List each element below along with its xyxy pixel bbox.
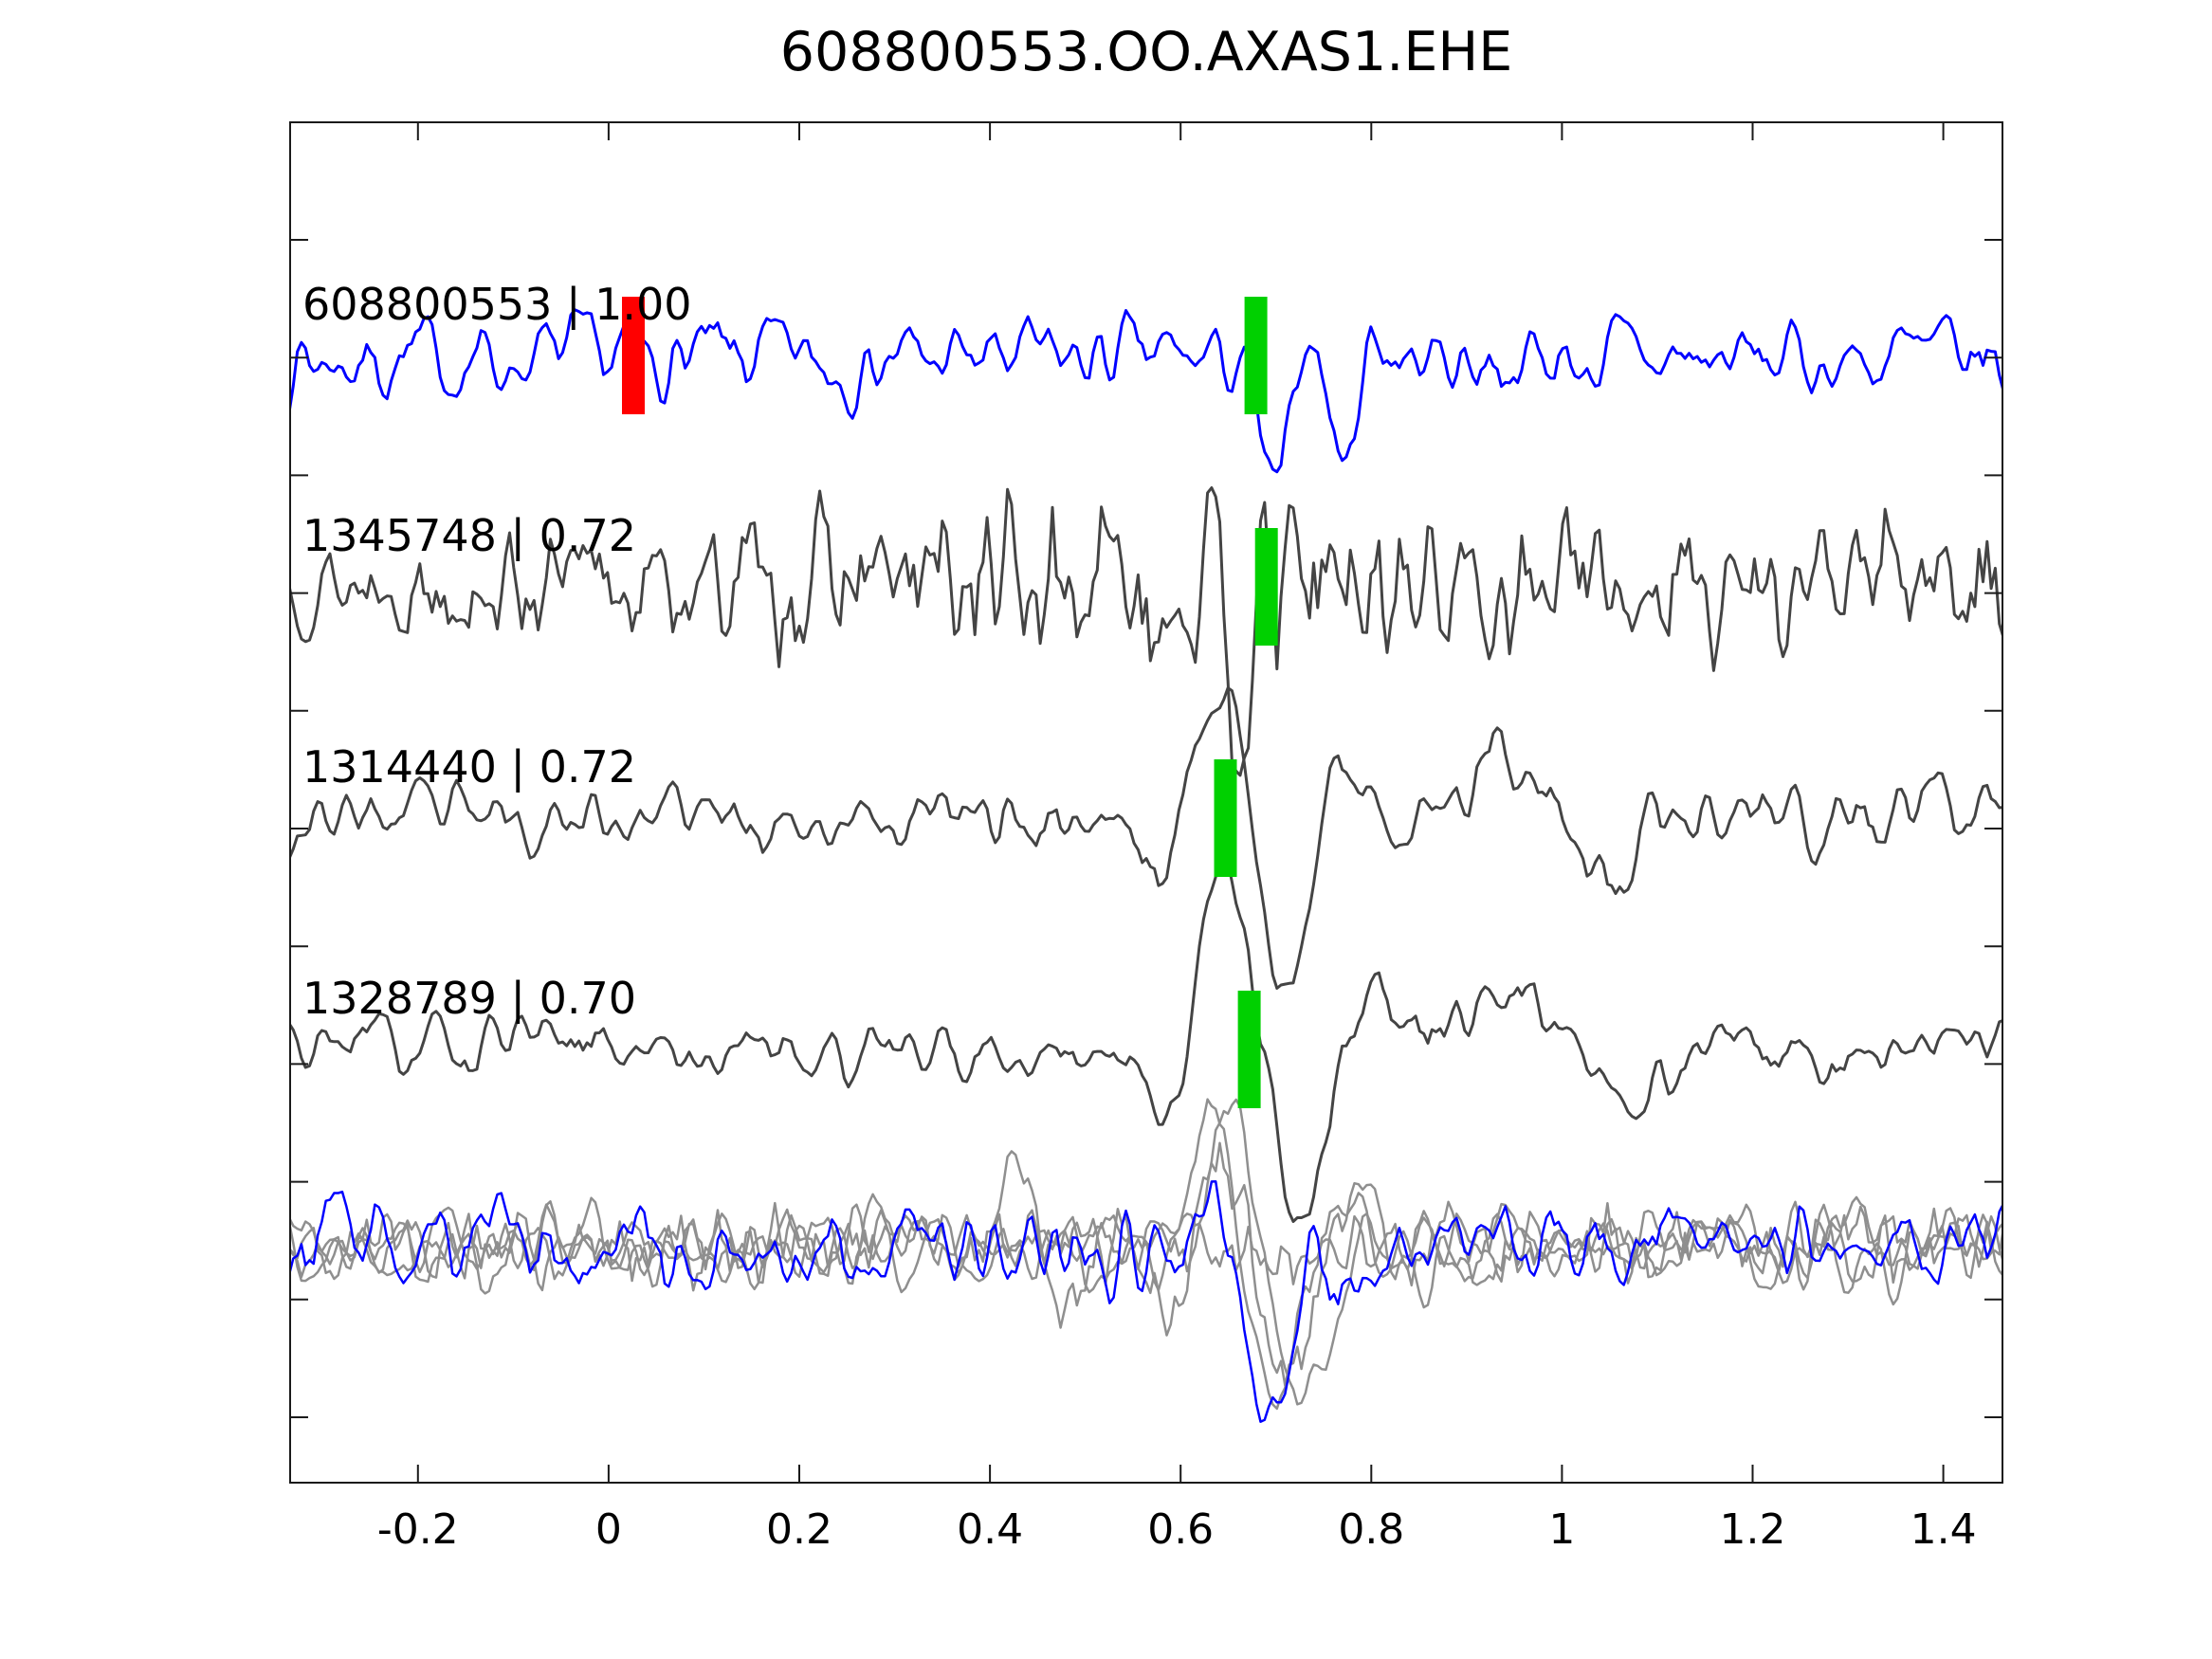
template-pick-marker — [622, 297, 645, 414]
x-tick-label: 0.8 — [1338, 1505, 1405, 1554]
trace-label: 1345748 | 0.72 — [302, 510, 637, 561]
trace-label: 608800553 | 1.00 — [302, 279, 692, 330]
detection-pick-marker — [1254, 528, 1278, 646]
figure-title: 608800553.OO.AXAS1.EHE — [779, 21, 1513, 83]
x-tick-label: 1 — [1548, 1505, 1576, 1554]
waveform-trace — [289, 486, 2003, 777]
detection-pick-marker — [1214, 759, 1237, 877]
axes-spines — [289, 121, 2003, 1484]
detection-pick-marker — [1237, 991, 1261, 1108]
waveform-chart — [289, 121, 2003, 1484]
x-tick-label: 0.2 — [765, 1505, 832, 1554]
waveform-trace — [289, 1141, 2003, 1387]
x-tick-label: -0.2 — [376, 1505, 459, 1554]
detection-pick-marker — [1244, 297, 1268, 414]
waveform-trace — [289, 686, 2003, 990]
x-tick-label: 1.4 — [1910, 1505, 1977, 1554]
plot-area — [289, 121, 2003, 1484]
waveform-trace — [289, 1179, 2003, 1423]
x-tick-label: 0.6 — [1147, 1505, 1215, 1554]
trace-label: 1328789 | 0.70 — [302, 973, 637, 1024]
x-tick-label: 0.4 — [957, 1505, 1024, 1554]
waveform-trace — [289, 308, 2003, 474]
x-tick-label: 1.2 — [1719, 1505, 1786, 1554]
waveform-trace — [289, 1150, 2003, 1329]
waveform-trace — [289, 854, 2003, 1223]
trace-label: 1314440 | 0.72 — [302, 741, 637, 793]
x-tick-label: 0 — [594, 1505, 622, 1554]
